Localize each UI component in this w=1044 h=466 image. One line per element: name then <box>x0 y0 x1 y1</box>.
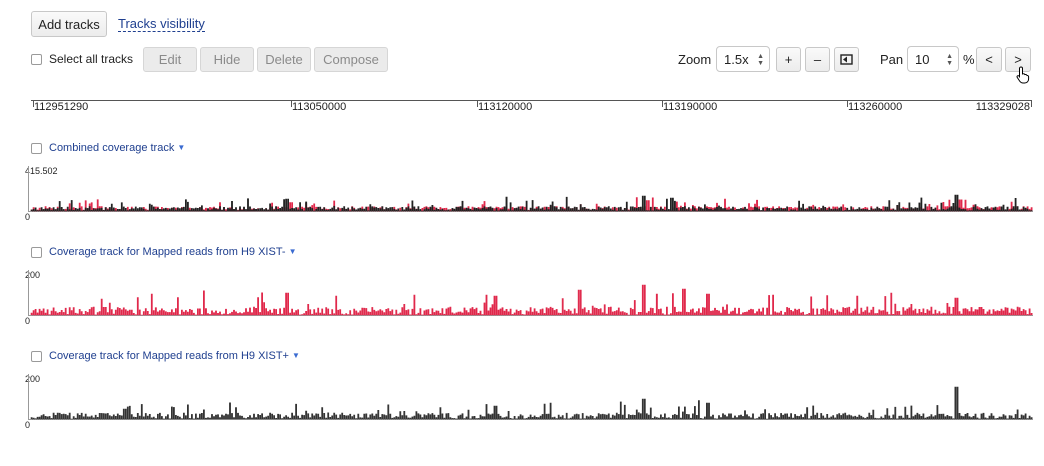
pan-unit: % <box>963 52 975 67</box>
track-checkbox[interactable] <box>31 351 42 362</box>
coverage-plot <box>28 270 1033 316</box>
ruler-tick <box>662 100 663 107</box>
coverage-plot <box>28 374 1033 420</box>
zoom-in-button[interactable]: + <box>776 47 801 72</box>
delete-button[interactable]: Delete <box>257 47 311 72</box>
zoom-value: 1.5x <box>724 51 749 67</box>
select-all-checkbox[interactable] <box>31 54 42 65</box>
hand-cursor-icon <box>1016 66 1030 84</box>
track-min-label: 0 <box>25 420 31 430</box>
select-all-label: Select all tracks <box>49 52 134 66</box>
compose-button[interactable]: Compose <box>314 47 388 72</box>
pan-label: Pan <box>880 52 904 67</box>
coverage-series <box>30 284 1033 316</box>
track-max-label: 415.502 <box>25 166 58 176</box>
dropdown-caret-icon: ▼ <box>288 247 297 256</box>
reset-zoom-button[interactable] <box>834 47 859 72</box>
spin-arrows-icon: ▲ ▼ <box>946 53 953 67</box>
pan-value: 10 <box>915 51 930 67</box>
pan-input[interactable]: 10 ▲ ▼ <box>907 46 959 72</box>
ruler-label: 113190000 <box>663 101 718 113</box>
track-axis <box>28 166 1033 212</box>
track-max-label: 200 <box>25 374 41 384</box>
add-tracks-button[interactable]: Add tracks <box>31 11 107 37</box>
track-checkbox[interactable] <box>31 247 42 258</box>
ruler-tick <box>33 100 34 107</box>
track-min-label: 0 <box>25 316 31 326</box>
ruler-tick <box>291 100 292 107</box>
edit-button[interactable]: Edit <box>143 47 197 72</box>
hide-button[interactable]: Hide <box>200 47 254 72</box>
track-title[interactable]: Combined coverage track ▼ <box>49 142 185 154</box>
track-title[interactable]: Coverage track for Mapped reads from H9 … <box>49 246 297 258</box>
ruler-label: 112951290 <box>34 101 89 113</box>
ruler-label: 113329028 <box>975 101 1030 113</box>
track-title[interactable]: Coverage track for Mapped reads from H9 … <box>49 350 300 362</box>
zoom-label: Zoom <box>678 52 712 67</box>
ruler-label: 113120000 <box>478 101 533 113</box>
track-min-label: 0 <box>25 212 31 222</box>
ruler-tick <box>477 100 478 107</box>
track-axis <box>28 374 1033 420</box>
coverage-plot <box>28 166 1033 212</box>
spin-arrows-icon: ▲ ▼ <box>757 53 764 67</box>
track-title-label: Coverage track for Mapped reads from H9 … <box>49 350 289 362</box>
dropdown-caret-icon: ▼ <box>291 351 300 360</box>
ruler-tick <box>847 100 848 107</box>
zoom-select[interactable]: 1.5x ▲ ▼ <box>716 46 770 72</box>
zoom-out-button[interactable]: – <box>805 47 830 72</box>
track-checkbox[interactable] <box>31 143 42 154</box>
tracks-visibility-link[interactable]: Tracks visibility <box>118 16 205 32</box>
track-title-label: Combined coverage track <box>49 142 175 154</box>
dropdown-caret-icon: ▼ <box>177 143 186 152</box>
coverage-series <box>30 194 1033 212</box>
ruler-label: 113050000 <box>292 101 347 113</box>
genome-ruler-axis <box>31 100 1032 101</box>
reset-zoom-icon <box>840 54 853 65</box>
ruler-label: 113260000 <box>848 101 903 113</box>
ruler-tick <box>1031 100 1032 107</box>
pan-right-button[interactable]: > <box>1005 47 1031 72</box>
track-max-label: 200 <box>25 270 41 280</box>
pan-left-button[interactable]: < <box>976 47 1002 72</box>
coverage-series <box>30 386 1033 420</box>
track-axis <box>28 270 1033 316</box>
track-title-label: Coverage track for Mapped reads from H9 … <box>49 246 286 258</box>
